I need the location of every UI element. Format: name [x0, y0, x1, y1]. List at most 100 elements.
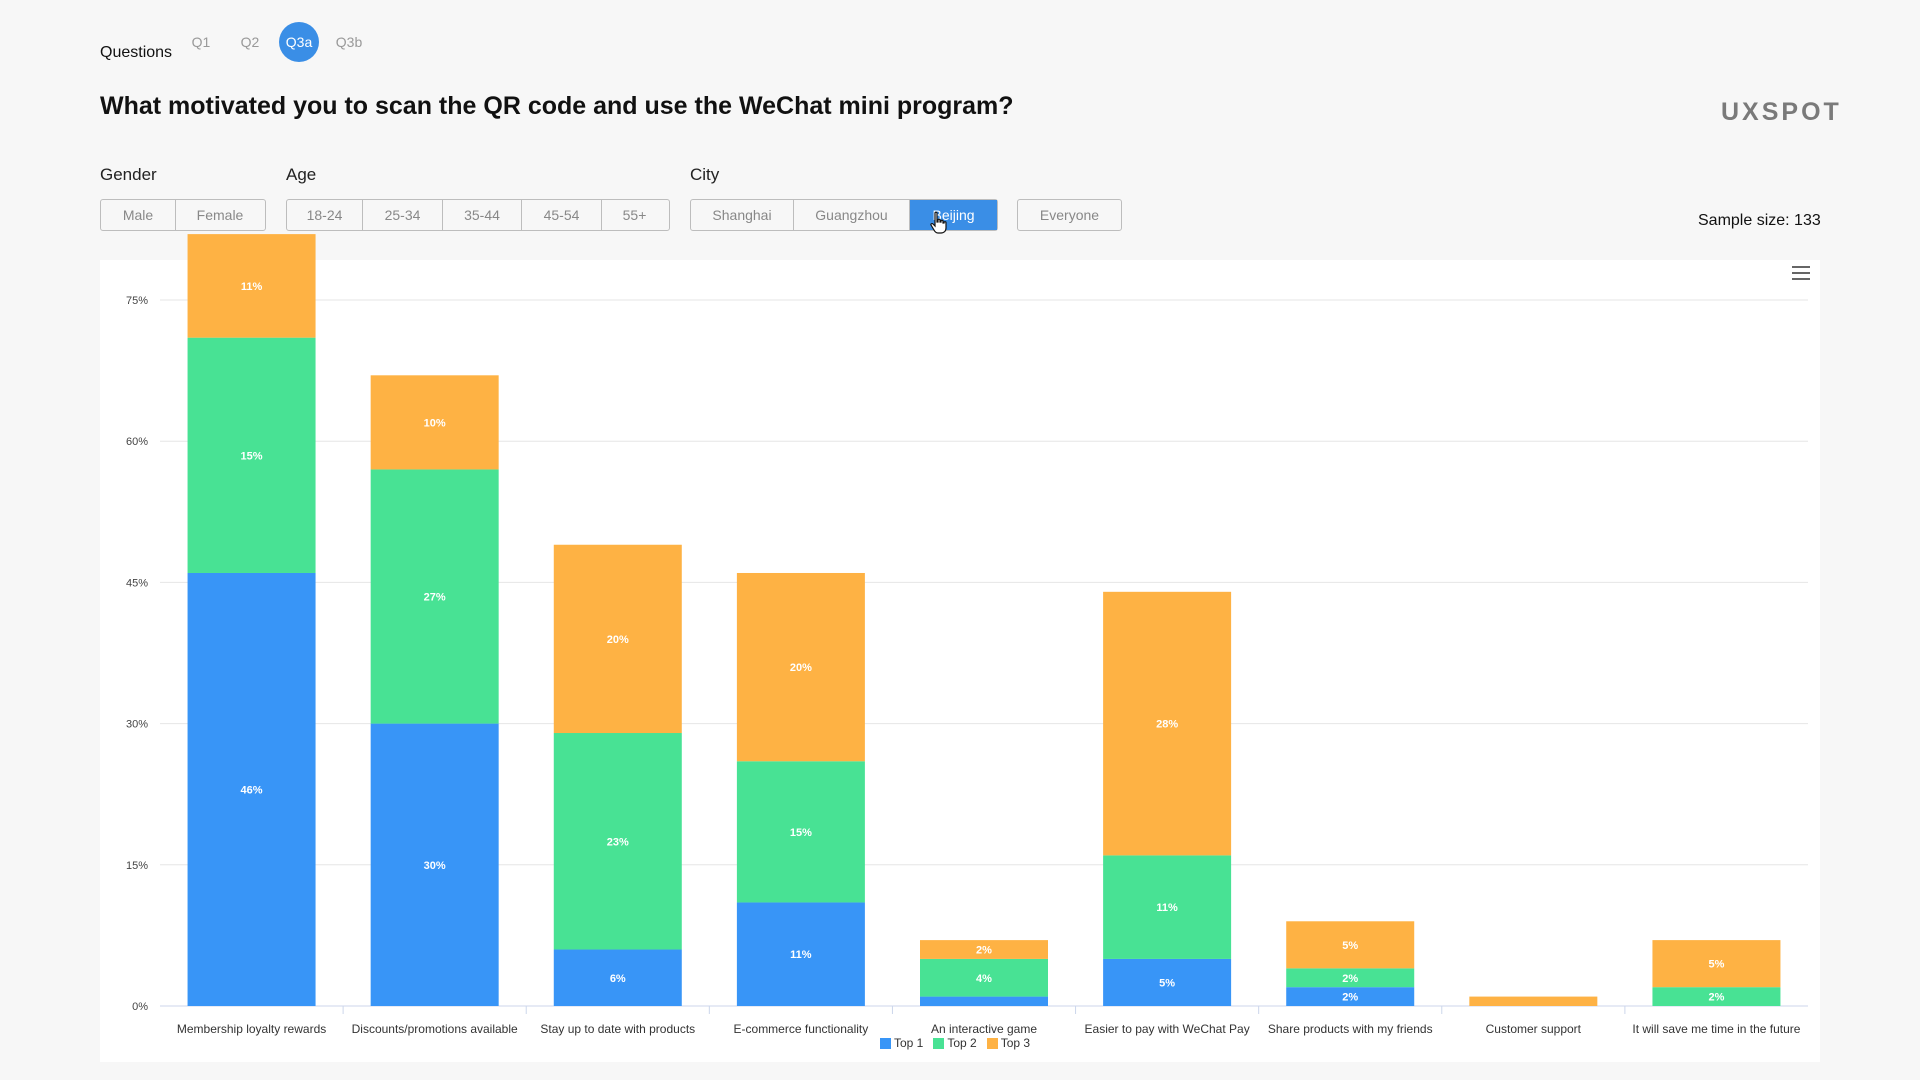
gender-option-female[interactable]: Female	[196, 207, 244, 223]
city-label: City	[690, 165, 720, 184]
x-tick-label: An interactive game	[931, 1022, 1037, 1036]
questions-label: Questions	[100, 44, 173, 61]
bar-segment-top2	[1652, 987, 1781, 1006]
y-tick-label: 15%	[126, 860, 148, 872]
bar-segment-top1	[1286, 987, 1415, 1006]
data-label: 2%	[976, 945, 992, 957]
x-tick-label: It will save me time in the future	[1632, 1022, 1800, 1036]
data-label: 10%	[424, 417, 446, 429]
bar-segment-top1	[187, 572, 316, 1006]
data-label: 23%	[607, 836, 629, 848]
tab-q3b[interactable]: Q3b	[335, 34, 363, 50]
y-tick-label: 75%	[126, 295, 148, 307]
y-tick-label: 45%	[126, 577, 148, 589]
bar-segment-top2	[1286, 968, 1415, 988]
bar-segment-top1	[553, 949, 682, 1006]
brand-logo: UXSPOT	[1721, 98, 1842, 126]
y-tick-label: 0%	[132, 1001, 148, 1013]
bar-segment-top3	[370, 375, 499, 470]
chart-legend: Top 1 Top 2 Top 3	[880, 1036, 1030, 1050]
age-filter: 18-24 25-34 35-44 45-54 55+	[286, 199, 670, 231]
legend-label-top1: Top 1	[894, 1036, 924, 1050]
x-tick-label: Membership loyalty rewards	[177, 1022, 326, 1036]
everyone-button[interactable]: Everyone	[1039, 207, 1100, 223]
data-label: 20%	[607, 634, 629, 646]
legend-item-top3[interactable]: Top 3	[986, 1036, 1031, 1050]
x-tick-label: Stay up to date with products	[540, 1022, 695, 1036]
data-label: 28%	[1156, 719, 1178, 731]
bar-segment-top3	[187, 234, 316, 338]
bar-segment-top1	[1103, 958, 1232, 1006]
x-tick-label: E-commerce functionality	[734, 1022, 869, 1036]
hand-cursor-icon	[930, 211, 947, 234]
data-label: 2%	[1342, 973, 1358, 985]
data-label: 11%	[1156, 902, 1178, 914]
age-option-18-24[interactable]: 18-24	[287, 200, 363, 230]
x-tick-label: Discounts/promotions available	[352, 1022, 518, 1036]
y-tick-label: 30%	[126, 719, 148, 731]
gender-label: Gender	[100, 165, 157, 184]
city-option-beijing[interactable]: Beijing	[910, 200, 997, 230]
sample-size: Sample size: 133	[1698, 212, 1821, 229]
data-label: 11%	[790, 949, 812, 961]
data-label: 15%	[241, 450, 263, 462]
legend-swatch-top2	[933, 1037, 945, 1049]
tab-q2[interactable]: Q2	[240, 34, 260, 50]
bar-segment-top3	[1103, 591, 1232, 856]
chart-menu-icon[interactable]	[1792, 266, 1810, 280]
gender-filter: Male Female	[100, 199, 266, 231]
data-label: 6%	[610, 973, 626, 985]
bar-segment-top2	[187, 337, 316, 573]
bar-segment-top3	[553, 544, 682, 734]
age-option-35-44[interactable]: 35-44	[443, 200, 522, 230]
bar-segment-top3	[1469, 996, 1598, 1006]
tab-q1[interactable]: Q1	[191, 34, 211, 50]
age-option-25-34[interactable]: 25-34	[363, 200, 443, 230]
page-title: What motivated you to scan the QR code a…	[100, 92, 1014, 120]
data-label: 2%	[1342, 992, 1358, 1004]
bar-segment-top2	[920, 958, 1048, 997]
data-label: 4%	[976, 973, 992, 985]
legend-item-top2[interactable]: Top 2	[933, 1036, 977, 1050]
age-label: Age	[286, 165, 317, 184]
everyone-filter: Everyone	[1017, 199, 1122, 231]
x-tick-label: Easier to pay with WeChat Pay	[1085, 1022, 1250, 1036]
data-label: 15%	[790, 827, 812, 839]
bar-segment-top1	[736, 902, 865, 1006]
data-label: 5%	[1159, 977, 1175, 989]
data-label: 2%	[1708, 992, 1724, 1004]
gender-option-male[interactable]: Male	[101, 200, 176, 230]
city-option-guangzhou[interactable]: Guangzhou	[794, 200, 910, 230]
age-option-55-plus[interactable]: 55+	[622, 207, 647, 223]
data-label: 27%	[424, 592, 446, 604]
legend-label-top3: Top 3	[1000, 1036, 1031, 1050]
y-tick-label: 60%	[126, 436, 148, 448]
bar-segment-top3	[736, 572, 865, 762]
bar-segment-top2	[1103, 855, 1232, 959]
data-label: 11%	[241, 281, 263, 293]
bar-segment-top3	[1286, 921, 1415, 969]
data-label: 20%	[790, 662, 812, 674]
x-tick-label: Share products with my friends	[1268, 1022, 1433, 1036]
x-tick-label: Customer support	[1486, 1022, 1582, 1036]
age-option-45-54[interactable]: 45-54	[522, 200, 602, 230]
legend-swatch-top3	[986, 1037, 998, 1049]
legend-item-top1[interactable]: Top 1	[880, 1036, 923, 1050]
bar-segment-top2	[553, 733, 682, 950]
city-filter: Shanghai Guangzhou Beijing	[690, 199, 998, 231]
data-label: 30%	[424, 860, 446, 872]
tab-q3a[interactable]: Q3a	[279, 22, 319, 62]
legend-swatch-top1	[880, 1037, 891, 1049]
bar-segment-top3	[1652, 940, 1781, 988]
bar-segment-top1	[370, 723, 499, 1006]
bar-segment-top2	[736, 761, 865, 903]
bar-segment-top3	[920, 940, 1048, 959]
legend-label-top2: Top 2	[947, 1036, 977, 1050]
city-option-shanghai[interactable]: Shanghai	[691, 200, 794, 230]
data-label: 46%	[241, 784, 263, 796]
data-label: 5%	[1708, 959, 1724, 971]
bar-segment-top2	[370, 469, 499, 724]
data-label: 5%	[1342, 940, 1358, 952]
bar-segment-top1	[920, 996, 1048, 1006]
